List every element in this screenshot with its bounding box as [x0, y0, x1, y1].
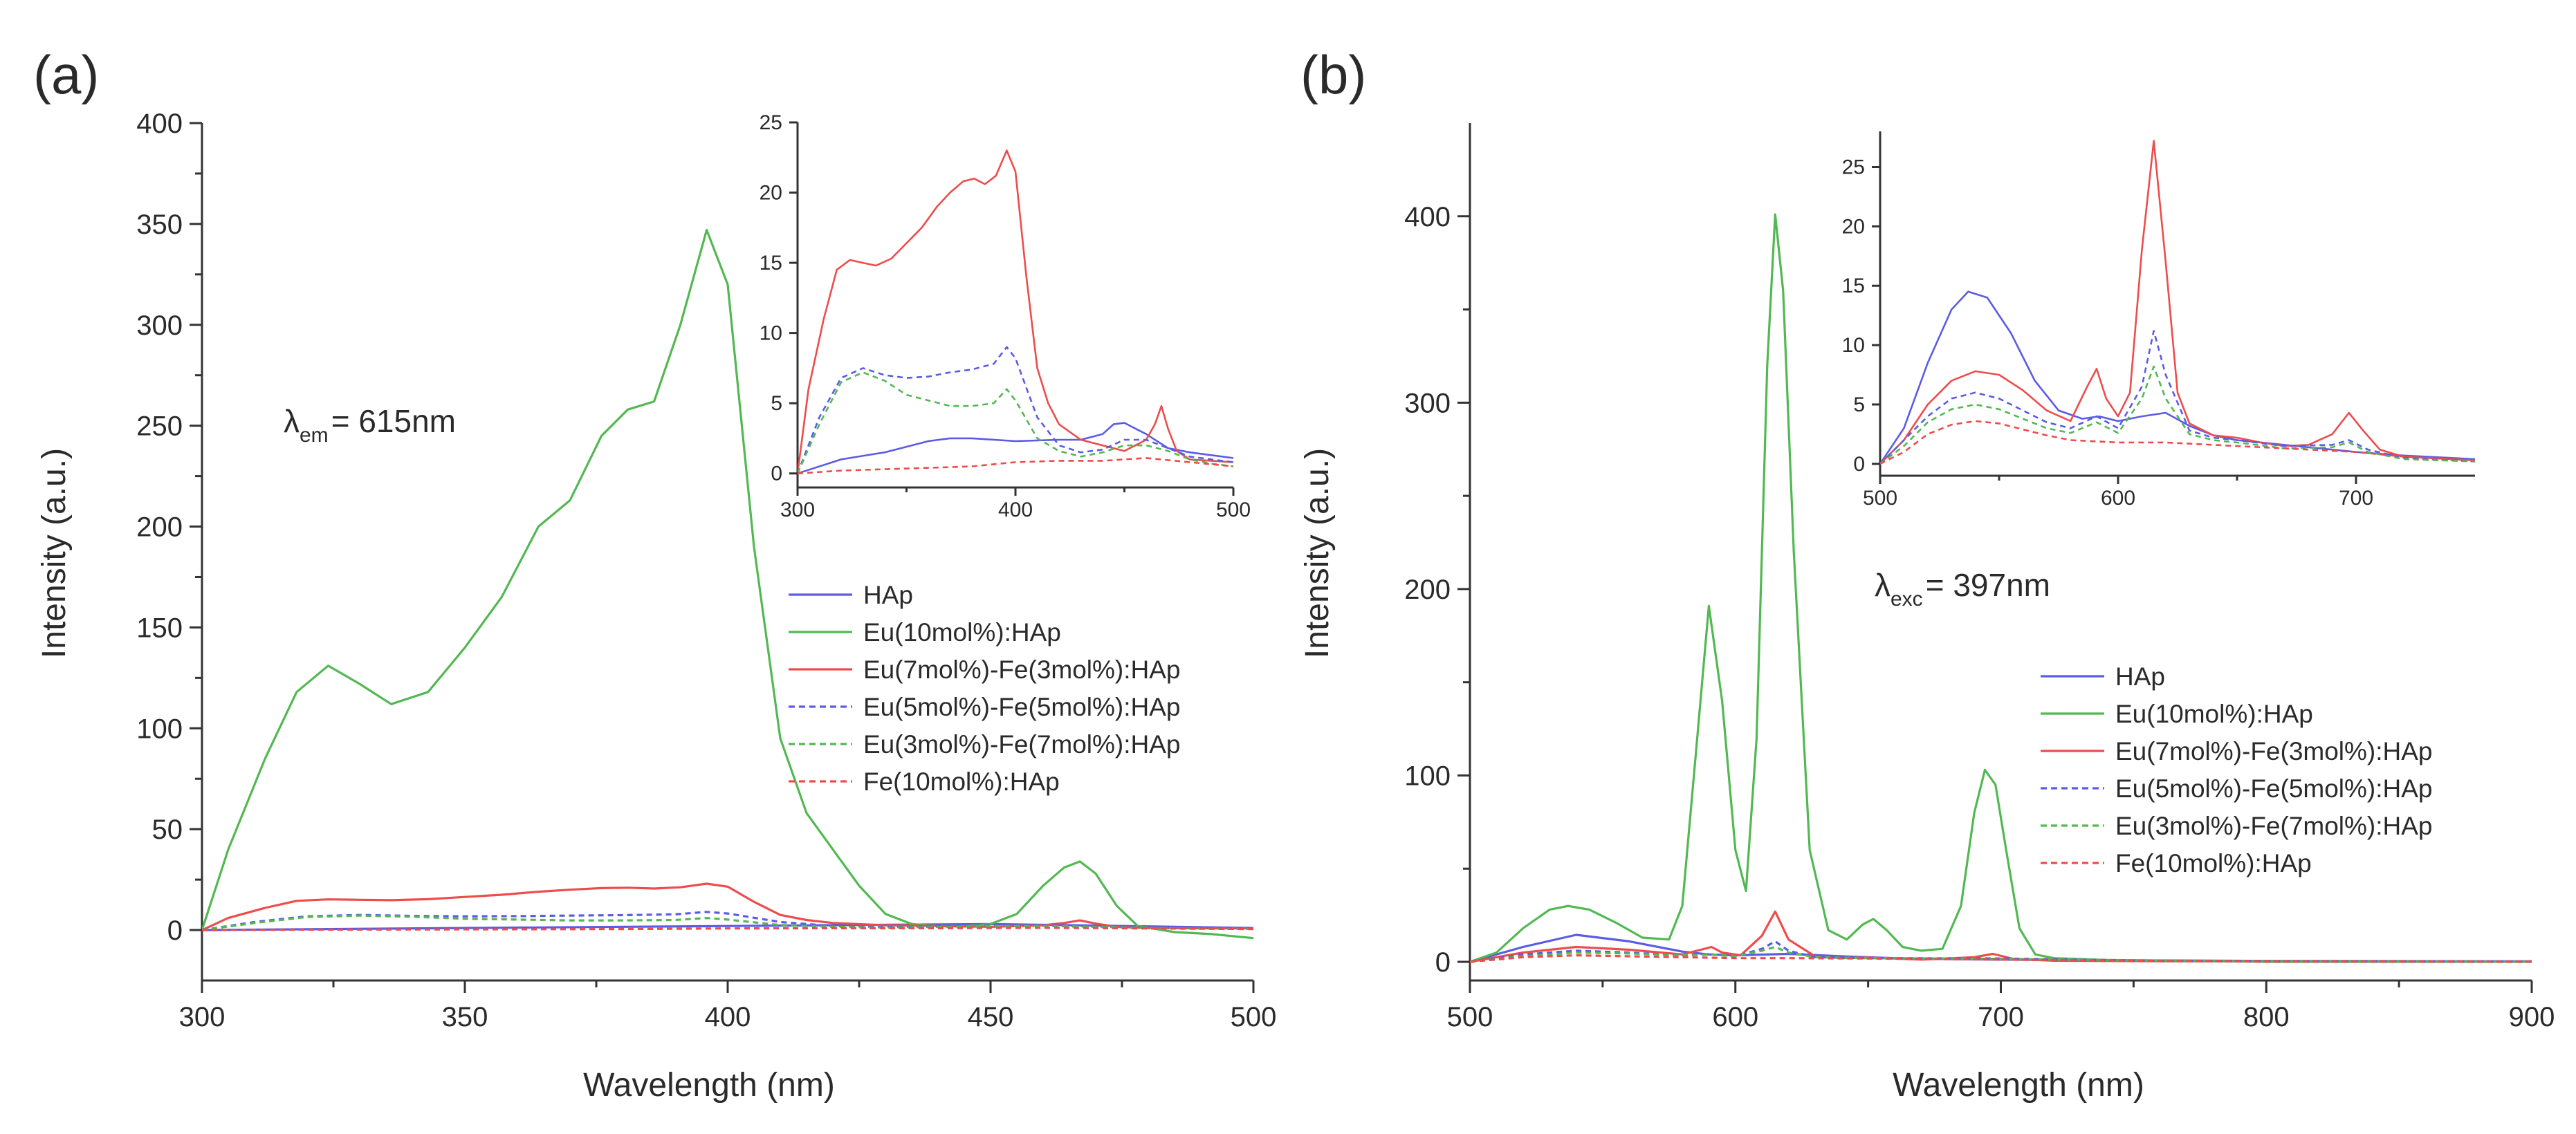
panel-b-series-group	[1470, 213, 2532, 963]
panel-a-inset-series-eu-7mol-fe-3mol-hap	[798, 149, 1233, 474]
panel-a-inset-x-tick-label: 400	[998, 499, 1033, 521]
panel-a-inset-y-tick-label: 0	[771, 463, 782, 485]
panel-a-inset-x-tick-label: 300	[780, 499, 815, 521]
panel-a-inset-series-eu-5mol-fe-5mol-hap	[798, 346, 1233, 474]
panel-b-y-tick-label: 100	[1404, 761, 1451, 791]
panel-a-inset-x-tick-label: 500	[1216, 499, 1251, 521]
panel-b-y-tick-label: 400	[1404, 202, 1451, 232]
panel-b-legend-label: HAp	[2115, 662, 2165, 691]
panel-b-legend-label: Eu(3mol%)-Fe(7mol%):HAp	[2115, 812, 2433, 840]
panel-b-inset-y-tick-label: 0	[1853, 453, 1865, 476]
panel-a-series-group	[202, 229, 1253, 940]
panel-a-inset-y-tick-label: 25	[760, 111, 782, 134]
panel-a-legend-label: HAp	[863, 581, 913, 609]
panel-a-legend-label: Fe(10mol%):HAp	[863, 768, 1060, 796]
panel-b-inset-series-eu-3mol-fe-7mol-hap	[1880, 365, 2475, 465]
panel-a-inset-plot: 300 400 500 0 5 10 15 20 25	[760, 111, 1251, 521]
panel-b-inset-series-hap	[1880, 290, 2475, 465]
panel-a-y-tick-label: 300	[136, 310, 183, 341]
panel-a-x-tick-label: 350	[442, 1002, 488, 1032]
panel-a-inset-series-fe-10mol-hap	[798, 457, 1233, 474]
panel-a-y-axis-title: Intensity (a.u.)	[36, 448, 73, 658]
panel-b-y-axis-title: Intensity (a.u.)	[1299, 448, 1336, 658]
panel-b-inset-y-tick-label: 10	[1842, 334, 1865, 357]
panel-b-series-fe-10mol-hap	[1470, 954, 2532, 963]
panel-b-legend: HAp Eu(10mol%):HAp Eu(7mol%)-Fe(3mol%):HAp…	[2041, 662, 2433, 877]
panel-label-a: (a)	[33, 44, 99, 105]
panel-b-inset-series-group	[1880, 140, 2475, 465]
panel-a-y-tick-label: 200	[136, 512, 183, 543]
panel-b-x-tick-label: 900	[2509, 1002, 2555, 1032]
panel-a-lambda-annotation: λem= 615nm	[284, 403, 456, 447]
panel-b-lambda-subscript: exc	[1890, 588, 1923, 611]
panel-a-y-tick-label: 50	[152, 815, 183, 845]
panel-a-inset-y-tick-label: 20	[760, 182, 782, 205]
panel-a-legend-label: Eu(3mol%)-Fe(7mol%):HAp	[863, 730, 1181, 759]
panel-b-x-axis-title: Wavelength (nm)	[1893, 1067, 2144, 1104]
panel-a-inset-y-tick-label: 15	[760, 252, 782, 275]
panel-b-x-tick-label: 500	[1447, 1002, 1493, 1032]
panel-a-y-tick-label: 250	[136, 411, 183, 442]
panel-b-legend-label: Fe(10mol%):HAp	[2115, 849, 2312, 877]
panel-a-series-eu-3mol-fe-7mol-hap	[202, 914, 1253, 931]
panel-a-series-eu-7mol-fe-3mol-hap	[202, 882, 1253, 931]
panel-a-y-tick-label: 150	[136, 613, 183, 643]
panel-a-x-axis-title: Wavelength (nm)	[583, 1067, 835, 1104]
panel-a-y-tick-label: 0	[167, 915, 183, 946]
panel-b-inset-x-tick-label: 500	[1863, 487, 1897, 510]
panel-b-series-eu-3mol-fe-7mol-hap	[1470, 945, 2532, 963]
panel-b-legend-label: Eu(5mol%)-Fe(5mol%):HAp	[2115, 774, 2433, 803]
panel-b-inset-series-eu-5mol-fe-5mol-hap	[1880, 330, 2475, 465]
panel-b-inset-y-tick-label: 20	[1842, 215, 1865, 238]
panel-b-inset-plot: 500 600 700 0 5 10 15 20 25	[1842, 131, 2475, 510]
panel-b-inset-x-tick-label: 600	[2101, 487, 2135, 510]
panel-label-b: (b)	[1300, 44, 1366, 105]
panel-b-y-tick-label: 200	[1404, 575, 1451, 605]
panel-a-x-tick-label: 400	[705, 1002, 751, 1032]
panel-b-y-tick-label: 0	[1435, 947, 1451, 978]
panel-b-series-eu-10mol-hap	[1470, 213, 2532, 963]
panel-a: (a) 300 350 400 450 500050100150200250300350…	[33, 44, 1276, 1104]
panel-a-lambda-symbol: λ	[284, 403, 300, 439]
panel-b-lambda-annotation: λexc= 397nm	[1875, 567, 2050, 611]
panel-a-y-tick-label: 100	[136, 714, 183, 744]
panel-b-y-tick-label: 300	[1404, 388, 1451, 418]
panel-a-legend-label: Eu(10mol%):HAp	[863, 618, 1061, 647]
panel-a-x-tick-label: 500	[1231, 1002, 1277, 1032]
panel-a-inset-y-tick-label: 10	[760, 322, 782, 345]
panel-a-y-tick-label: 400	[136, 109, 183, 139]
panel-a-lambda-value: = 615nm	[331, 403, 456, 439]
panel-b-lambda-symbol: λ	[1875, 567, 1890, 603]
panel-a-y-tick-label: 350	[136, 210, 183, 240]
panel-b-x-tick-label: 600	[1712, 1002, 1758, 1032]
panel-a-x-tick-label: 300	[179, 1002, 226, 1032]
panel-b-inset-series-eu-7mol-fe-3mol-hap	[1880, 140, 2475, 465]
panel-b-inset-x-tick-label: 700	[2339, 487, 2373, 510]
panel-a-inset-series-eu-3mol-fe-7mol-hap	[798, 371, 1233, 474]
panel-a-legend-label: Eu(5mol%)-Fe(5mol%):HAp	[863, 693, 1181, 721]
panel-a-x-tick-label: 450	[968, 1002, 1014, 1032]
panel-a-series-fe-10mol-hap	[202, 927, 1253, 931]
panel-a-legend: HAp Eu(10mol%):HAp Eu(7mol%)-Fe(3mol%):HAp…	[789, 581, 1181, 796]
panel-b-inset-y-tick-label: 25	[1842, 156, 1865, 179]
panel-b-inset-y-tick-label: 5	[1853, 393, 1865, 416]
panel-b-x-tick-label: 800	[2243, 1002, 2290, 1032]
panel-b-lambda-value: = 397nm	[1926, 567, 2050, 603]
panel-b-inset-y-tick-label: 15	[1842, 275, 1865, 297]
panel-a-legend-label: Eu(7mol%)-Fe(3mol%):HAp	[863, 656, 1181, 684]
panel-b-inset-series-fe-10mol-hap	[1880, 420, 2475, 465]
panel-b-legend-label: Eu(7mol%)-Fe(3mol%):HAp	[2115, 737, 2433, 765]
panel-a-inset-y-tick-label: 5	[771, 392, 782, 415]
panel-b-series-eu-7mol-fe-3mol-hap	[1470, 910, 2532, 963]
panel-a-series-eu-10mol-hap	[202, 229, 1253, 940]
panel-a-inset-series-group	[798, 149, 1233, 474]
panel-b-legend-label: Eu(10mol%):HAp	[2115, 700, 2313, 728]
panel-b-x-tick-label: 700	[1978, 1002, 2024, 1032]
panel-a-lambda-subscript: em	[300, 424, 329, 447]
